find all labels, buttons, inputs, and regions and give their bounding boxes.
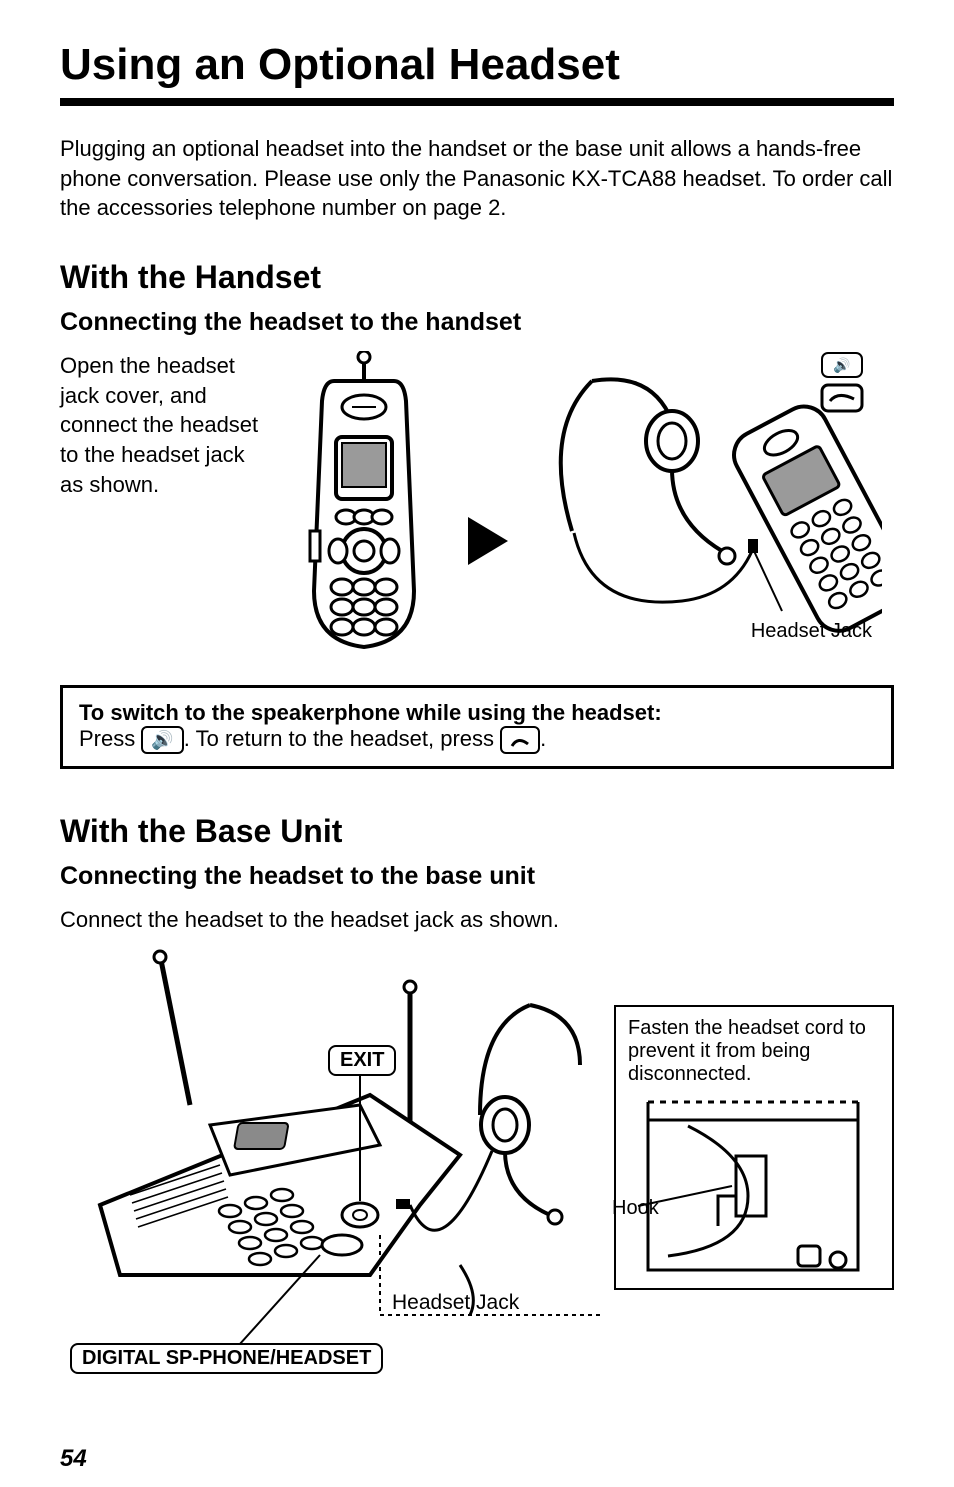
note-period: . bbox=[540, 726, 546, 751]
page-title: Using an Optional Headset bbox=[60, 40, 894, 90]
arrow-icon bbox=[468, 517, 508, 565]
fasten-box: Fasten the headset cord to prevent it fr… bbox=[614, 1005, 894, 1290]
base-instruction: Connect the headset to the headset jack … bbox=[60, 905, 894, 935]
speakerphone-note-box: To switch to the speakerphone while usin… bbox=[60, 685, 894, 769]
dsp-label-text: DIGITAL SP-PHONE/HEADSET bbox=[70, 1343, 383, 1374]
dsp-button-label: DIGITAL SP-PHONE/HEADSET bbox=[70, 1343, 383, 1374]
intro-text: Plugging an optional headset into the ha… bbox=[60, 134, 894, 223]
svg-text:🔊: 🔊 bbox=[833, 356, 850, 374]
handset-front-illustration bbox=[274, 351, 454, 651]
speaker-key-icon: 🔊 bbox=[141, 726, 183, 754]
handset-with-headset-illustration: 🔊 bbox=[522, 351, 882, 661]
handset-heading: With the Handset bbox=[60, 259, 894, 296]
handset-instruction: Open the headset jack cover, and connect… bbox=[60, 351, 260, 499]
note-body: Press 🔊. To return to the headset, press… bbox=[79, 726, 875, 754]
base-jack-label-text: Headset Jack bbox=[392, 1291, 519, 1314]
hook-label: Hook bbox=[612, 1197, 659, 1220]
note-press-text: Press bbox=[79, 726, 135, 751]
fasten-text: Fasten the headset cord to prevent it fr… bbox=[628, 1017, 880, 1086]
base-subheading: Connecting the headset to the base unit bbox=[60, 862, 894, 891]
handset-figure-row: Open the headset jack cover, and connect… bbox=[60, 351, 894, 661]
exit-button-label: EXIT bbox=[328, 1045, 396, 1076]
note-title: To switch to the speakerphone while usin… bbox=[79, 700, 875, 726]
headset-jack-label: Headset Jack bbox=[751, 620, 872, 643]
base-heading: With the Base Unit bbox=[60, 813, 894, 850]
talk-key-icon bbox=[500, 726, 540, 754]
page-number: 54 bbox=[60, 1445, 87, 1473]
exit-label-text: EXIT bbox=[328, 1045, 396, 1076]
title-rule bbox=[60, 98, 894, 106]
base-figure: EXIT Headset Jack DIGITAL SP-PHONE/HEADS… bbox=[60, 945, 894, 1385]
note-return-text: . To return to the headset, press bbox=[184, 726, 494, 751]
base-jack-label: Headset Jack bbox=[392, 1291, 519, 1314]
handset-subheading: Connecting the headset to the handset bbox=[60, 308, 894, 337]
